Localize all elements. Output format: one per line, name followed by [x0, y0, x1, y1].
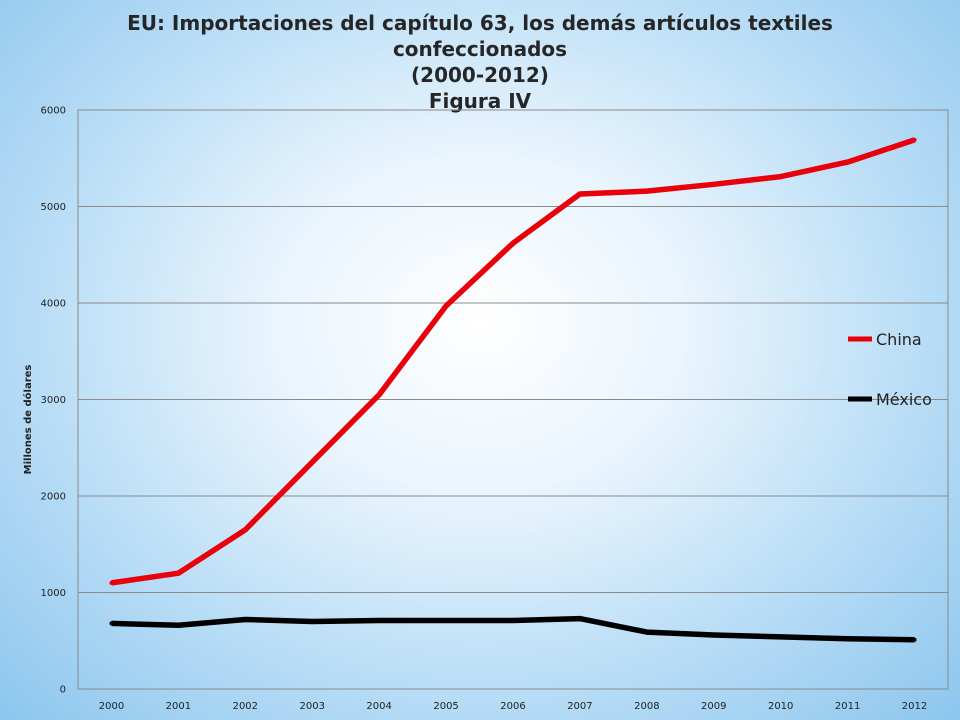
data-point: [377, 392, 382, 397]
data-point: [778, 174, 783, 179]
x-tick-label: 2002: [233, 701, 258, 712]
data-point: [511, 618, 515, 623]
series-lines: [109, 137, 917, 643]
data-point: [711, 182, 716, 187]
data-point: [176, 623, 181, 628]
x-tick-label: 2012: [902, 701, 927, 712]
data-point: [778, 634, 783, 639]
y-axis-label: Millones de dólares: [22, 365, 34, 475]
x-tick-label: 2004: [366, 701, 391, 712]
y-tick-label: 4000: [41, 299, 66, 310]
data-point: [711, 632, 716, 637]
data-point: [912, 637, 917, 642]
data-point: [109, 580, 114, 585]
x-tick-label: 2006: [500, 701, 525, 712]
x-tick-label: 2009: [701, 701, 726, 712]
gridlines: [78, 109, 948, 593]
legend: China México: [848, 330, 932, 409]
y-axis-ticks: 0 1000 2000 3000 4000 5000 6000: [41, 106, 66, 696]
x-tick-label: 2001: [166, 701, 191, 712]
y-tick-label: 3000: [41, 395, 66, 406]
y-tick-label: 1000: [41, 588, 66, 599]
x-tick-label: 2000: [99, 701, 124, 712]
data-point: [912, 137, 917, 142]
data-point: [109, 621, 114, 626]
x-tick-label: 2003: [300, 701, 325, 712]
data-point: [444, 303, 449, 308]
title-line-3: (2000-2012): [411, 63, 549, 87]
x-axis-ticks: 2000 2001 2002 2003 2004 2005 2006 2007 2008 2009…: [99, 701, 928, 712]
x-tick-label: 2005: [433, 701, 458, 712]
data-point: [444, 618, 449, 623]
data-point: [577, 616, 582, 621]
title-line-1: EU: Importaciones del capítulo 63, los d…: [127, 11, 833, 35]
chart-title: EU: Importaciones del capítulo 63, los d…: [0, 10, 960, 114]
data-point: [176, 571, 181, 576]
plot-area: [77, 109, 949, 690]
y-tick-label: 5000: [41, 202, 66, 213]
y-tick-label: 2000: [41, 492, 66, 503]
legend-label: China: [876, 330, 922, 349]
data-point: [845, 160, 850, 165]
data-point: [310, 619, 315, 624]
data-point: [644, 189, 649, 194]
data-point: [310, 460, 315, 465]
data-point: [511, 241, 515, 246]
data-point: [644, 630, 649, 635]
title-line-4: Figura IV: [428, 89, 532, 113]
y-tick-label: 0: [60, 685, 66, 696]
data-point: [845, 636, 850, 641]
x-tick-label: 2007: [567, 701, 592, 712]
title-line-2: confeccionados: [392, 37, 568, 61]
data-point: [377, 618, 382, 623]
y-tick-label: 6000: [41, 106, 66, 117]
x-tick-label: 2011: [835, 701, 860, 712]
data-point: [243, 527, 248, 532]
legend-label: México: [876, 390, 932, 409]
data-point: [243, 617, 248, 622]
x-tick-label: 2010: [768, 701, 793, 712]
x-tick-label: 2008: [634, 701, 659, 712]
data-point: [577, 191, 582, 196]
